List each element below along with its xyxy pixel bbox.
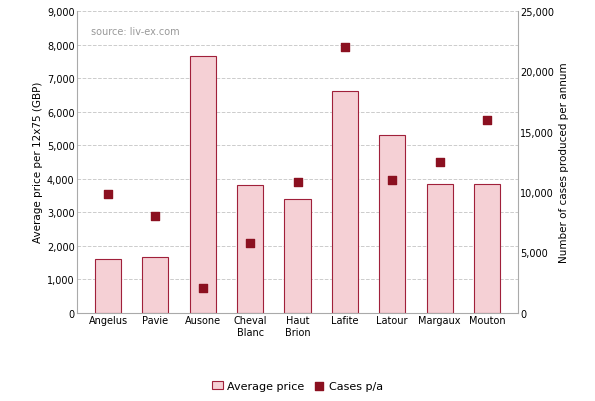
Bar bbox=[332, 92, 358, 313]
Text: source: liv-ex.com: source: liv-ex.com bbox=[90, 27, 179, 37]
Point bbox=[245, 240, 255, 246]
Bar bbox=[284, 200, 311, 313]
Y-axis label: Average price per 12x75 (GBP): Average price per 12x75 (GBP) bbox=[33, 82, 43, 243]
Point bbox=[104, 192, 113, 198]
Point bbox=[293, 180, 302, 186]
Bar bbox=[474, 184, 500, 313]
Point bbox=[151, 213, 160, 220]
Bar bbox=[379, 136, 405, 313]
Legend: Average price, Cases p/a: Average price, Cases p/a bbox=[208, 377, 387, 395]
Bar bbox=[190, 57, 216, 313]
Y-axis label: Number of cases produced per annum: Number of cases produced per annum bbox=[559, 62, 569, 263]
Point bbox=[482, 117, 491, 124]
Bar bbox=[142, 258, 168, 313]
Point bbox=[387, 177, 397, 184]
Point bbox=[435, 159, 444, 166]
Point bbox=[340, 45, 350, 51]
Point bbox=[198, 286, 208, 292]
Bar bbox=[95, 259, 121, 313]
Bar bbox=[427, 184, 453, 313]
Bar bbox=[237, 186, 263, 313]
